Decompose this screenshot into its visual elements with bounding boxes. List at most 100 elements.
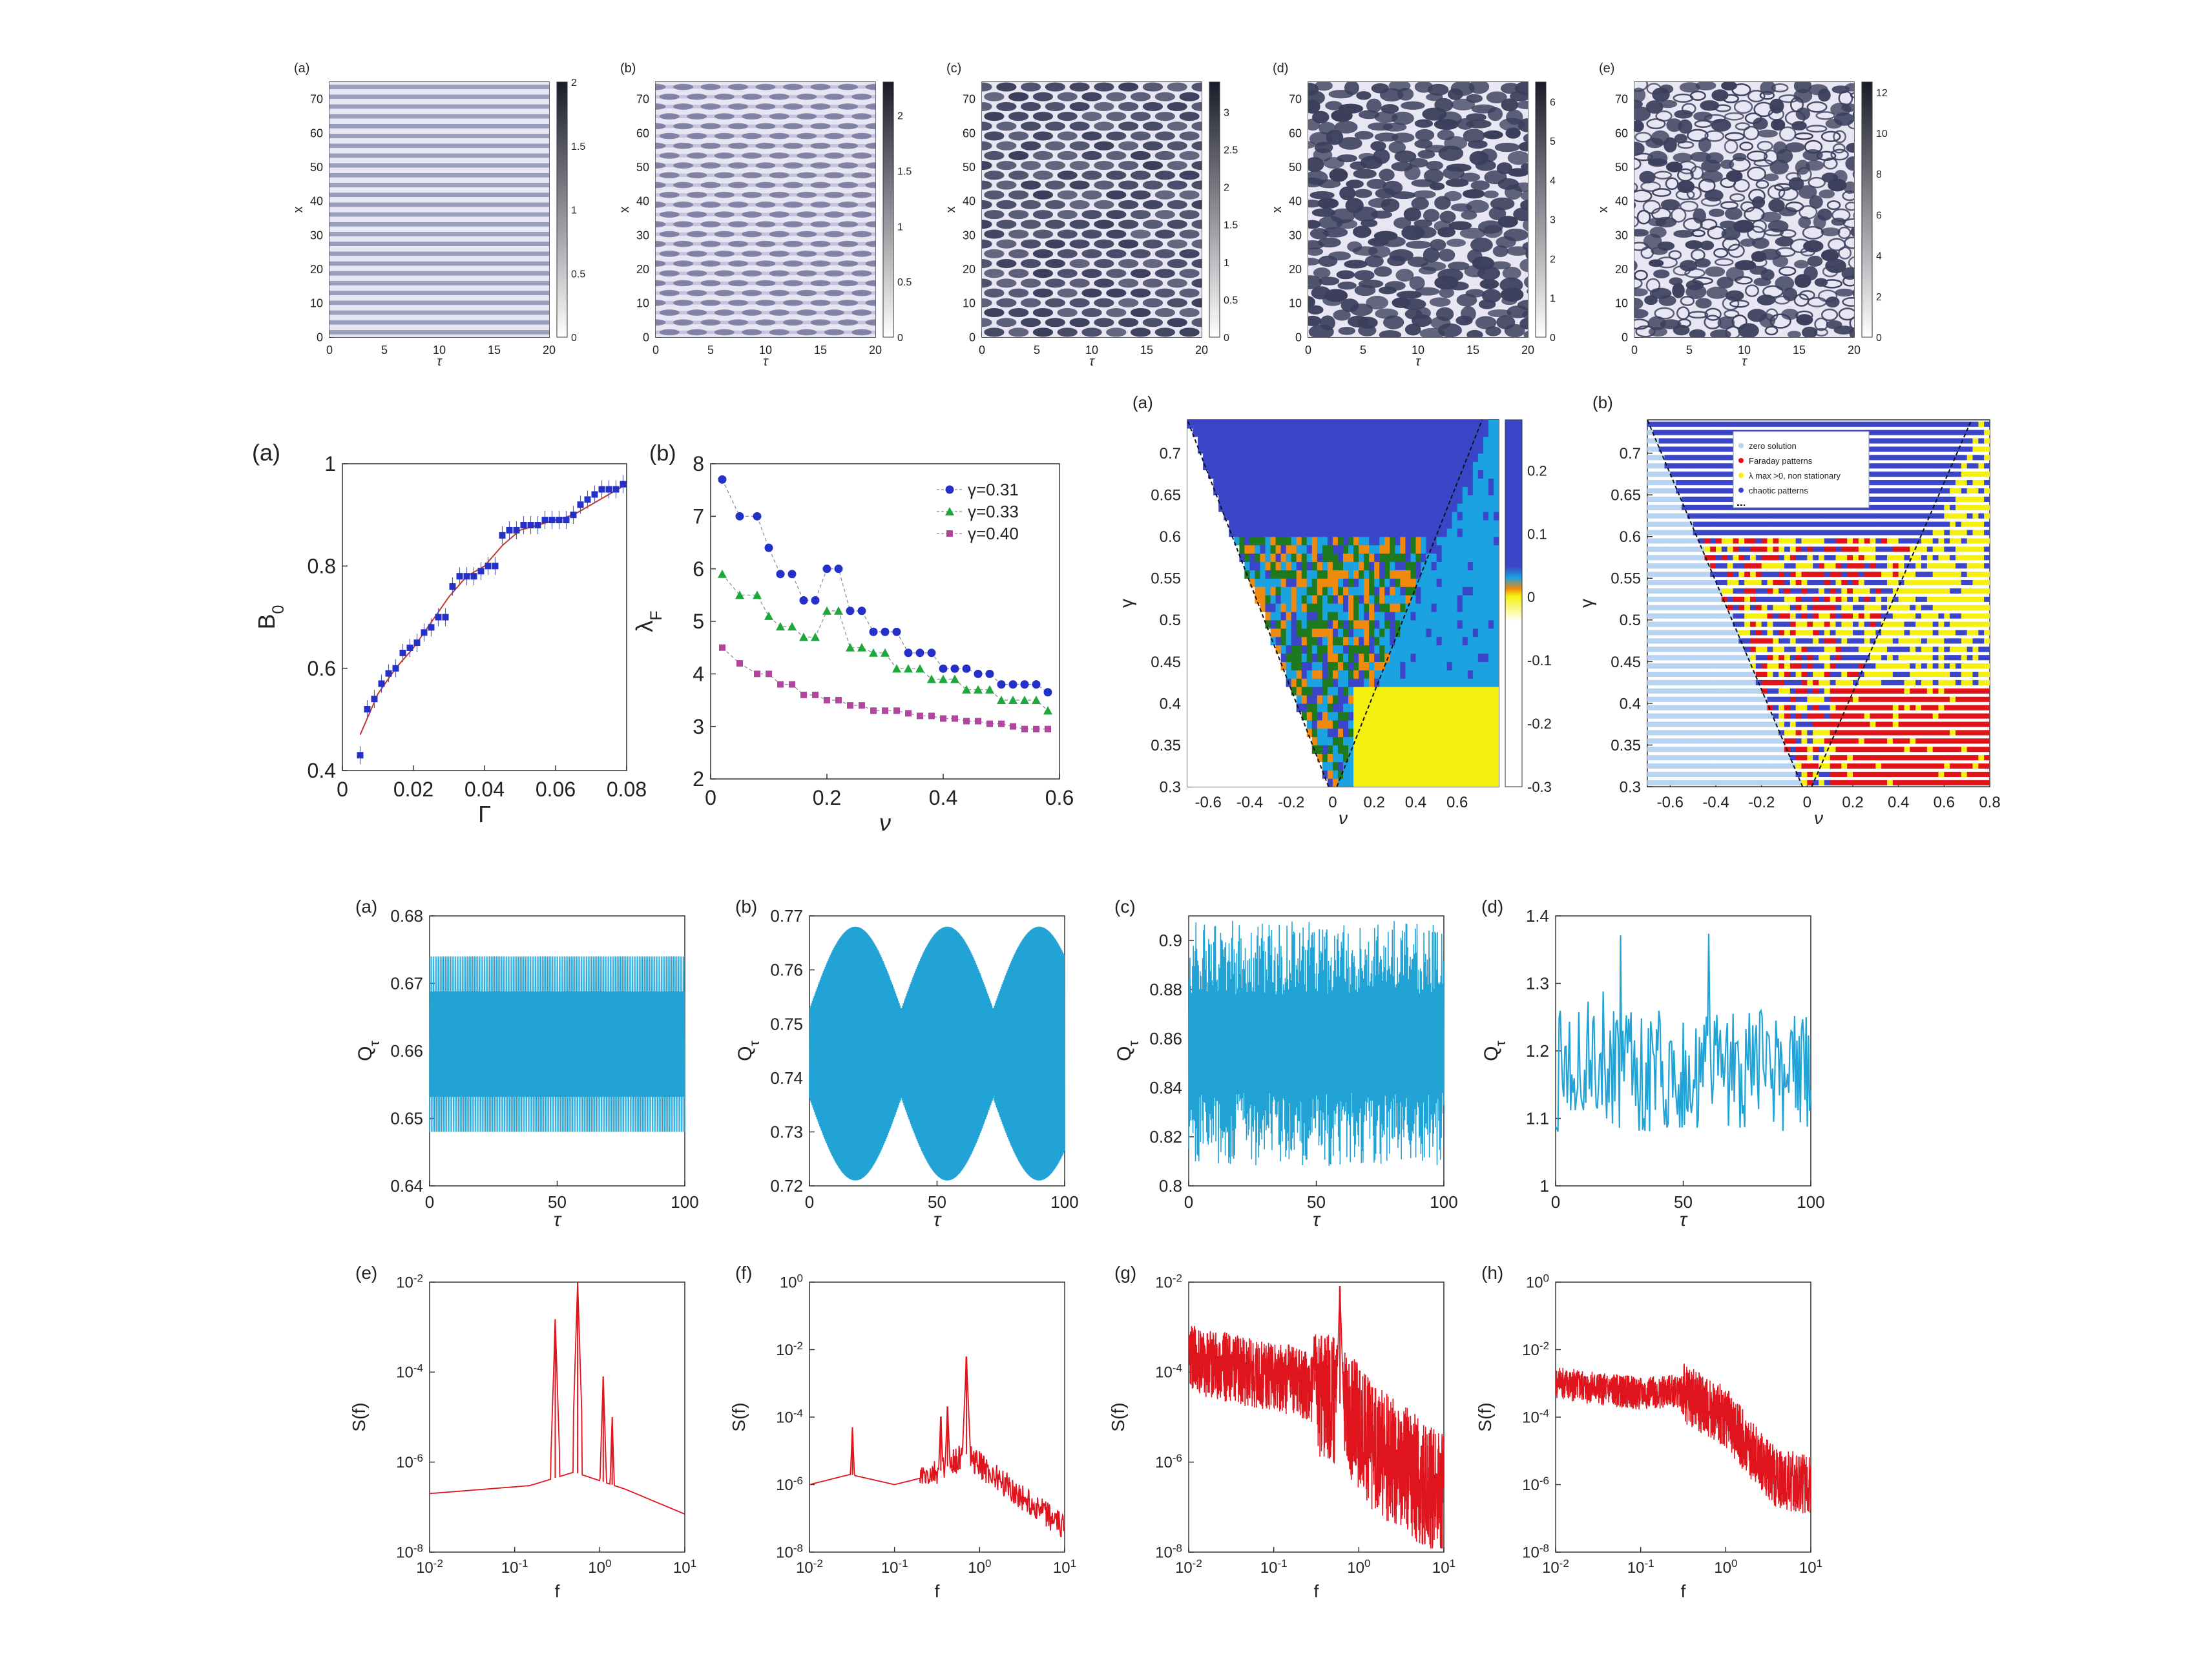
y-tick-label: 20 [636,263,649,276]
pattern-cell [659,309,680,316]
phase-cell [1379,436,1385,446]
phase-cell [1390,486,1395,495]
phase-cell [1291,495,1297,504]
pattern-cell [742,270,762,277]
phase-cell [1364,603,1370,612]
phase-cell [1311,628,1318,638]
phase-cell [1426,428,1432,437]
phase-cell [1322,653,1328,662]
phase-cell [1472,503,1479,512]
phase-cell [1218,778,1224,787]
pattern-cell [714,309,735,316]
phase-cell [1390,628,1395,638]
phase-cell [1395,586,1401,596]
phase-cell [1337,619,1344,629]
phase-cell [1208,495,1214,504]
phase-cell [1286,619,1292,629]
phase-cell [1415,728,1422,738]
phase-cell [1676,671,1682,678]
data-point [857,607,866,616]
phase-cell [1693,572,1700,577]
phase-cell [1395,436,1401,446]
phase-cell [1721,538,1728,544]
pattern-cell [1397,87,1414,101]
pattern-cell [673,240,693,247]
pattern-cell [797,270,817,277]
phase-cell [1493,670,1499,679]
pattern-cell [687,329,707,336]
phase-cell [1353,512,1359,521]
phase-cell [1698,555,1705,561]
phase-cell [1452,603,1458,612]
phase-cell [1415,544,1422,554]
phase-cell [1436,553,1443,563]
phase-cell [1343,736,1349,746]
pattern-cell [1032,150,1054,160]
phase-cell [1379,561,1385,570]
phase-cell [1275,770,1282,779]
phase-cell [1275,695,1282,704]
data-point [463,573,470,580]
phase-cell [1198,636,1204,646]
phase-cell [1452,653,1458,662]
phase-cell [1332,470,1339,479]
pattern-cell [742,93,762,100]
phase-cell [1348,436,1354,446]
phase-cell [1664,572,1671,577]
phase-cell [1400,595,1406,604]
phase-cell [1379,736,1385,746]
phase-cell [1280,420,1287,429]
legend-marker [946,530,953,537]
phase-cell [1270,536,1277,546]
phase-cell [1477,728,1484,738]
data-point [456,573,463,580]
pattern-cell [1081,190,1102,200]
phase-cell [1343,503,1349,512]
phase-cell [1379,519,1385,529]
phase-cell [1698,538,1705,544]
pattern-stripe [329,310,549,315]
pattern-cell [838,83,858,90]
phase-cell [1187,428,1193,437]
pattern-cell [1443,166,1465,180]
phase-cell [1213,436,1219,446]
pattern-cell [673,221,693,228]
pattern-cell [1852,171,1854,178]
phase-cell [1421,428,1427,437]
phase-cell [1452,778,1458,787]
phase-cell [1426,470,1432,479]
phase-cell [1317,728,1323,738]
phase-cell [1317,645,1323,654]
phase-cell [1306,703,1313,712]
phase-cell [1395,753,1401,762]
phase-cell [1203,611,1209,621]
phase-cell [1187,770,1193,779]
phase-cell [1488,670,1494,679]
phase-cell [1441,770,1448,779]
phase-cell [1664,530,1671,535]
phase-cell [1493,512,1499,521]
phase-cell [1400,678,1406,687]
y-tick-label: 70 [1615,93,1628,106]
phase-cell [1415,486,1422,495]
phase-cell [1364,720,1370,729]
data-point [520,522,527,528]
phase-cell [1353,586,1359,596]
pattern-cell [1757,129,1778,138]
pattern-cell [1106,269,1127,278]
pattern-cell [1674,110,1693,119]
phase-cell [1270,703,1277,712]
phase-cell [1364,519,1370,529]
pattern-cell [1387,255,1406,267]
phase-cell [1234,553,1240,563]
pattern-cell [1806,101,1828,113]
phase-cell [1441,720,1448,729]
phase-cell [1467,636,1474,646]
phase-cell [1265,436,1271,446]
phase-cell [1255,444,1261,454]
phase-cell [1488,728,1494,738]
phase-cell [1441,670,1448,679]
phase-cell [1698,513,1705,519]
phase-cell [1353,753,1359,762]
data-point [477,568,485,575]
